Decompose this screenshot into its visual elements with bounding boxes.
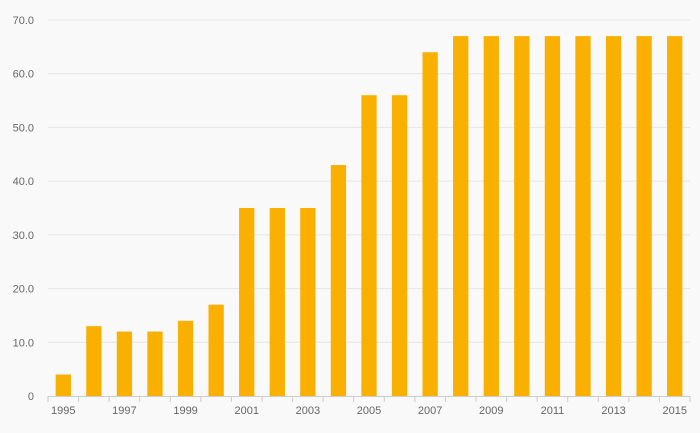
bar-1996	[86, 326, 102, 396]
x-tick-label: 1995	[51, 405, 75, 417]
bar-2015	[667, 36, 683, 396]
bar-2008	[453, 36, 469, 396]
x-tick-label: 2013	[601, 405, 625, 417]
y-tick-label: 0	[28, 391, 34, 403]
bar-2004	[330, 165, 347, 396]
bar-2013	[605, 36, 622, 396]
y-tick-label: 20.0	[13, 284, 34, 296]
bar-2009	[483, 36, 499, 396]
x-tick-label: 1999	[173, 405, 197, 417]
bar-2003	[300, 208, 316, 396]
x-tick-label: 1997	[112, 405, 136, 417]
bar-1998	[147, 331, 163, 396]
y-tick-label: 40.0	[13, 176, 34, 188]
bar-2011	[544, 36, 561, 396]
y-tick-label: 50.0	[13, 122, 34, 134]
bar-2005	[361, 95, 377, 396]
y-tick-label: 30.0	[13, 230, 34, 242]
axis-layer	[47, 396, 691, 402]
x-tick-label: 2015	[662, 405, 686, 417]
x-tick-label: 2011	[541, 405, 565, 417]
bar-2000	[208, 304, 224, 396]
bar-2006	[391, 95, 408, 396]
bar-2012	[575, 36, 591, 396]
bar-2001	[239, 208, 255, 396]
bars-layer	[55, 36, 683, 396]
bar-1997	[116, 331, 133, 396]
bar-2002	[269, 208, 285, 396]
bar-1995	[55, 374, 71, 396]
x-tick-label: 2003	[296, 405, 320, 417]
labels-layer: 0 10.0 20.0 30.0 40.0 50.0 60.0 70.0 1995 1997 199…	[13, 15, 687, 417]
x-tick-label: 2007	[418, 405, 442, 417]
y-tick-label: 10.0	[13, 337, 34, 349]
y-tick-label: 60.0	[13, 69, 34, 81]
bar-2007	[422, 52, 438, 396]
x-tick-label: 2001	[234, 405, 258, 417]
bar-1999	[177, 320, 194, 396]
x-tick-label: 2009	[479, 405, 503, 417]
bar-2010	[514, 36, 530, 396]
bar-2014	[636, 36, 652, 396]
x-tick-label: 2005	[357, 405, 381, 417]
y-tick-label: 70.0	[13, 15, 34, 27]
